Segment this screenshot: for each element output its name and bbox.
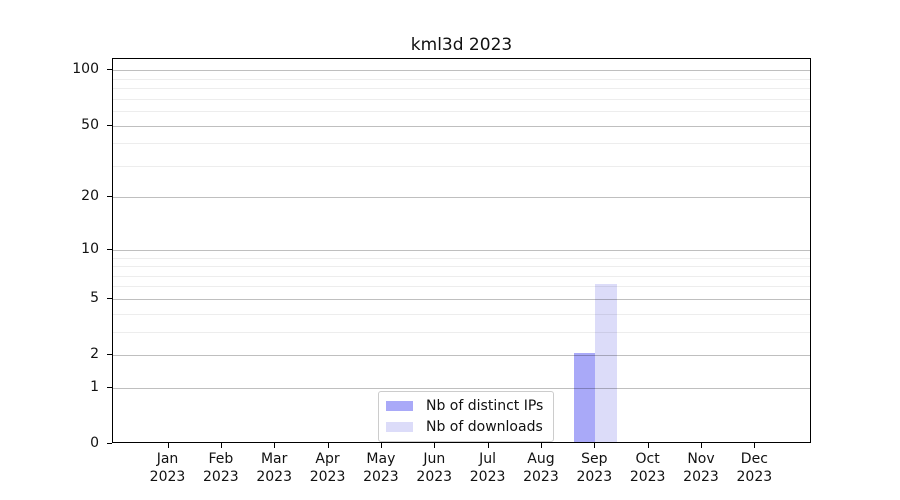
gridline-y-60: [113, 111, 810, 113]
bar-sep-distinct-ips: [573, 353, 596, 442]
legend: Nb of distinct IPs Nb of downloads: [378, 391, 555, 442]
gridline-y-10: [113, 249, 810, 251]
x-tick-label-sep: Sep 2023: [576, 451, 613, 485]
gridline-y-20: [113, 197, 810, 199]
x-tick-sep: [594, 443, 596, 448]
gridline-y-5: [113, 298, 810, 300]
y-tick-0: [107, 443, 112, 444]
y-tick-label-0: 0: [90, 435, 99, 451]
y-tick-label-5: 5: [90, 289, 99, 306]
x-tick-label-may: May 2023: [363, 451, 399, 485]
plot-area: Nb of distinct IPs Nb of downloads: [112, 58, 811, 443]
gridline-y-50: [113, 125, 810, 127]
legend-label-distinct-ips: Nb of distinct IPs: [426, 398, 544, 414]
gridline-y-80: [113, 88, 810, 90]
legend-item-downloads: Nb of downloads: [386, 419, 543, 435]
gridline-y-100: [113, 70, 810, 72]
x-tick-apr: [327, 443, 329, 448]
gridline-y-6: [113, 286, 810, 288]
x-tick-jul: [487, 443, 489, 448]
legend-swatch-downloads: [386, 422, 413, 432]
x-tick-jan: [167, 443, 169, 448]
gridline-y-1: [113, 387, 810, 389]
gridline-y-40: [113, 143, 810, 145]
gridline-y-7: [113, 275, 810, 277]
x-tick-jun: [434, 443, 436, 448]
gridline-y-2: [113, 355, 810, 357]
y-tick-label-50: 50: [81, 116, 99, 133]
x-tick-label-jan: Jan 2023: [149, 451, 186, 485]
y-tick-5: [107, 297, 112, 299]
x-tick-mar: [274, 443, 276, 448]
y-tick-20: [107, 196, 112, 198]
gridline-y-90: [113, 78, 810, 80]
x-tick-may: [380, 443, 382, 448]
legend-swatch-distinct-ips: [386, 401, 413, 411]
x-tick-label-dec: Dec 2023: [736, 451, 773, 485]
x-tick-nov: [701, 443, 702, 448]
x-tick-label-oct: Oct 2023: [629, 451, 666, 485]
y-axis: 0 1 2 5 10 20 50 100: [0, 58, 112, 451]
x-tick-dec: [754, 443, 756, 448]
y-tick-label-1: 1: [90, 378, 99, 395]
y-tick-label-10: 10: [81, 240, 99, 257]
x-tick-aug: [540, 443, 542, 448]
x-tick-label-aug: Aug 2023: [523, 451, 559, 485]
gridline-y-70: [113, 98, 810, 100]
gridline-y-3: [113, 331, 810, 333]
x-tick-label-jul: Jul 2023: [469, 451, 506, 485]
x-axis: Jan 2023 Feb 2023 Mar 2023 Apr 2023 May 2023 Jun 20…: [112, 443, 811, 500]
legend-item-distinct-ips: Nb of distinct IPs: [386, 398, 543, 414]
x-tick-oct: [647, 443, 649, 448]
gridline-y-30: [113, 165, 810, 167]
y-tick-1: [107, 386, 112, 388]
x-tick-label-mar: Mar 2023: [256, 451, 292, 485]
x-tick-feb: [220, 443, 222, 448]
x-tick-label-apr: Apr 2023: [309, 451, 346, 485]
y-tick-100: [107, 69, 112, 71]
bar-sep-downloads: [595, 284, 617, 442]
y-tick-10: [107, 248, 112, 250]
x-tick-label-nov: Nov 2023: [683, 451, 719, 485]
gridline-y-8: [113, 266, 810, 268]
y-tick-label-100: 100: [72, 61, 99, 78]
gridline-y-9: [113, 257, 810, 259]
legend-label-downloads: Nb of downloads: [426, 419, 543, 435]
y-tick-label-20: 20: [81, 188, 99, 205]
chart-title: kml3d 2023: [410, 35, 513, 55]
y-tick-label-2: 2: [90, 346, 99, 363]
x-tick-label-jun: Jun 2023: [416, 451, 453, 485]
y-tick-2: [107, 354, 112, 356]
x-tick-label-feb: Feb 2023: [203, 451, 239, 485]
y-tick-50: [107, 124, 112, 126]
gridline-y-4: [113, 313, 810, 315]
